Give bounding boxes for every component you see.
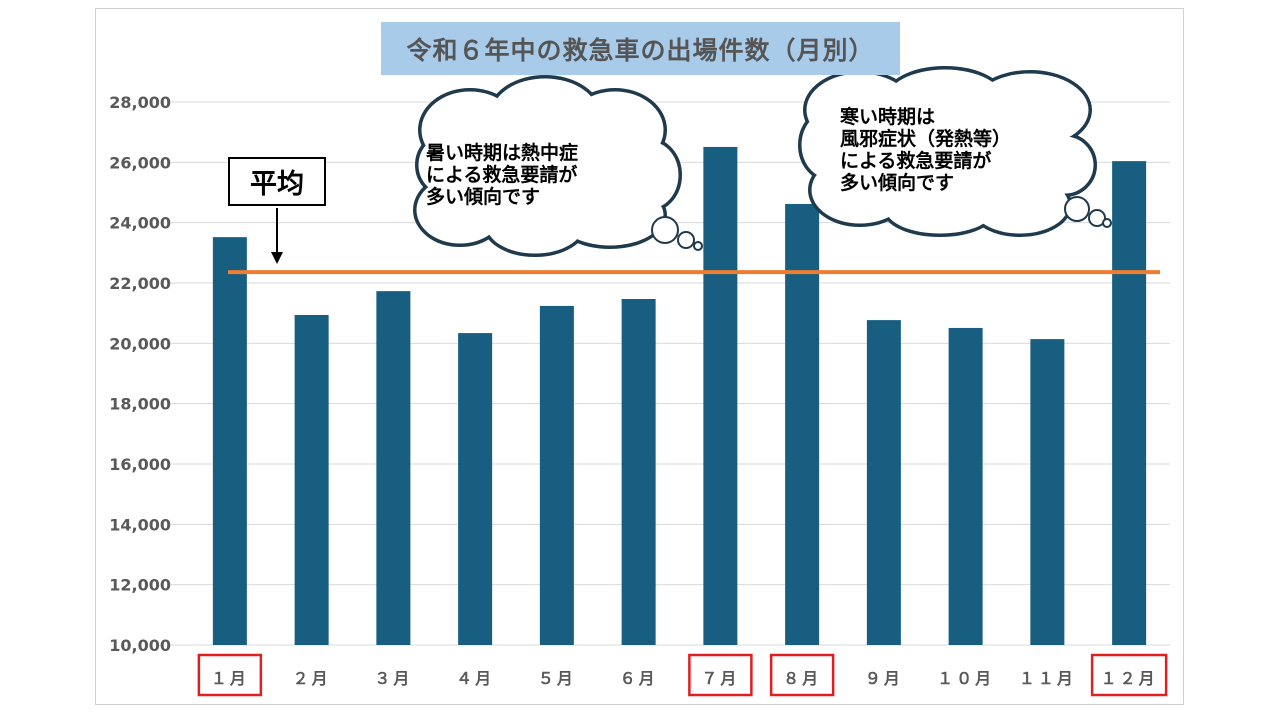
thought-bubble	[651, 216, 679, 244]
average-label: 平均	[228, 157, 326, 206]
cloud-summer-fill	[451, 121, 629, 219]
x-tick-label: ６月	[620, 669, 658, 688]
bar	[866, 320, 901, 645]
x-tick-label: １０月	[937, 669, 994, 688]
y-tick-label: 24,000	[109, 214, 171, 233]
arrow-head	[271, 252, 283, 264]
thought-bubble	[693, 241, 703, 251]
bar	[621, 298, 656, 645]
y-tick-label: 20,000	[109, 334, 171, 353]
bar	[948, 327, 983, 645]
x-tick-label: ４月	[456, 669, 494, 688]
x-tick-label: ２月	[293, 669, 331, 688]
annotation-winter: 寒い時期は 風邪症状（発熱等） による救急要請が 多い傾向です	[840, 106, 1012, 194]
thought-bubble	[1064, 196, 1090, 222]
highlight-box	[688, 653, 753, 697]
x-tick-label: １月	[211, 669, 249, 688]
y-tick-label: 14,000	[109, 515, 171, 534]
x-tick-label: ３月	[374, 669, 412, 688]
highlight-box	[769, 653, 835, 697]
thought-bubble	[1102, 218, 1112, 228]
y-tick-label: 28,000	[109, 93, 171, 112]
y-tick-label: 16,000	[109, 455, 171, 474]
x-tick-label: ９月	[865, 669, 903, 688]
y-tick-label: 18,000	[109, 395, 171, 414]
annotation-summer: 暑い時期は熱中症 による救急要請が 多い傾向です	[426, 142, 579, 208]
thought-bubble	[1088, 209, 1106, 227]
x-tick-label: ７月	[701, 669, 739, 688]
x-tick-label: １２月	[1101, 669, 1158, 688]
bar	[458, 333, 493, 645]
highlight-box	[197, 653, 263, 697]
bar	[376, 291, 411, 645]
bar	[1112, 161, 1147, 646]
thought-bubble	[677, 231, 695, 249]
bar	[212, 237, 247, 645]
highlight-box	[1090, 653, 1168, 697]
y-tick-label: 26,000	[109, 153, 171, 172]
x-tick-label: ５月	[538, 669, 576, 688]
x-tick-label: １１月	[1019, 669, 1076, 688]
bar	[294, 314, 329, 645]
cloud-winter-fill	[841, 106, 1059, 204]
bar	[703, 146, 738, 645]
y-tick-label: 22,000	[109, 274, 171, 293]
bar	[539, 305, 574, 645]
x-tick-label: ８月	[783, 669, 821, 688]
bar	[1030, 339, 1065, 645]
chart-title: 令和６年中の救急車の出場件数（月別）	[381, 22, 900, 75]
chart-frame	[95, 8, 1184, 705]
y-tick-label: 12,000	[109, 576, 171, 595]
y-tick-label: 10,000	[109, 636, 171, 655]
bar	[785, 203, 820, 646]
